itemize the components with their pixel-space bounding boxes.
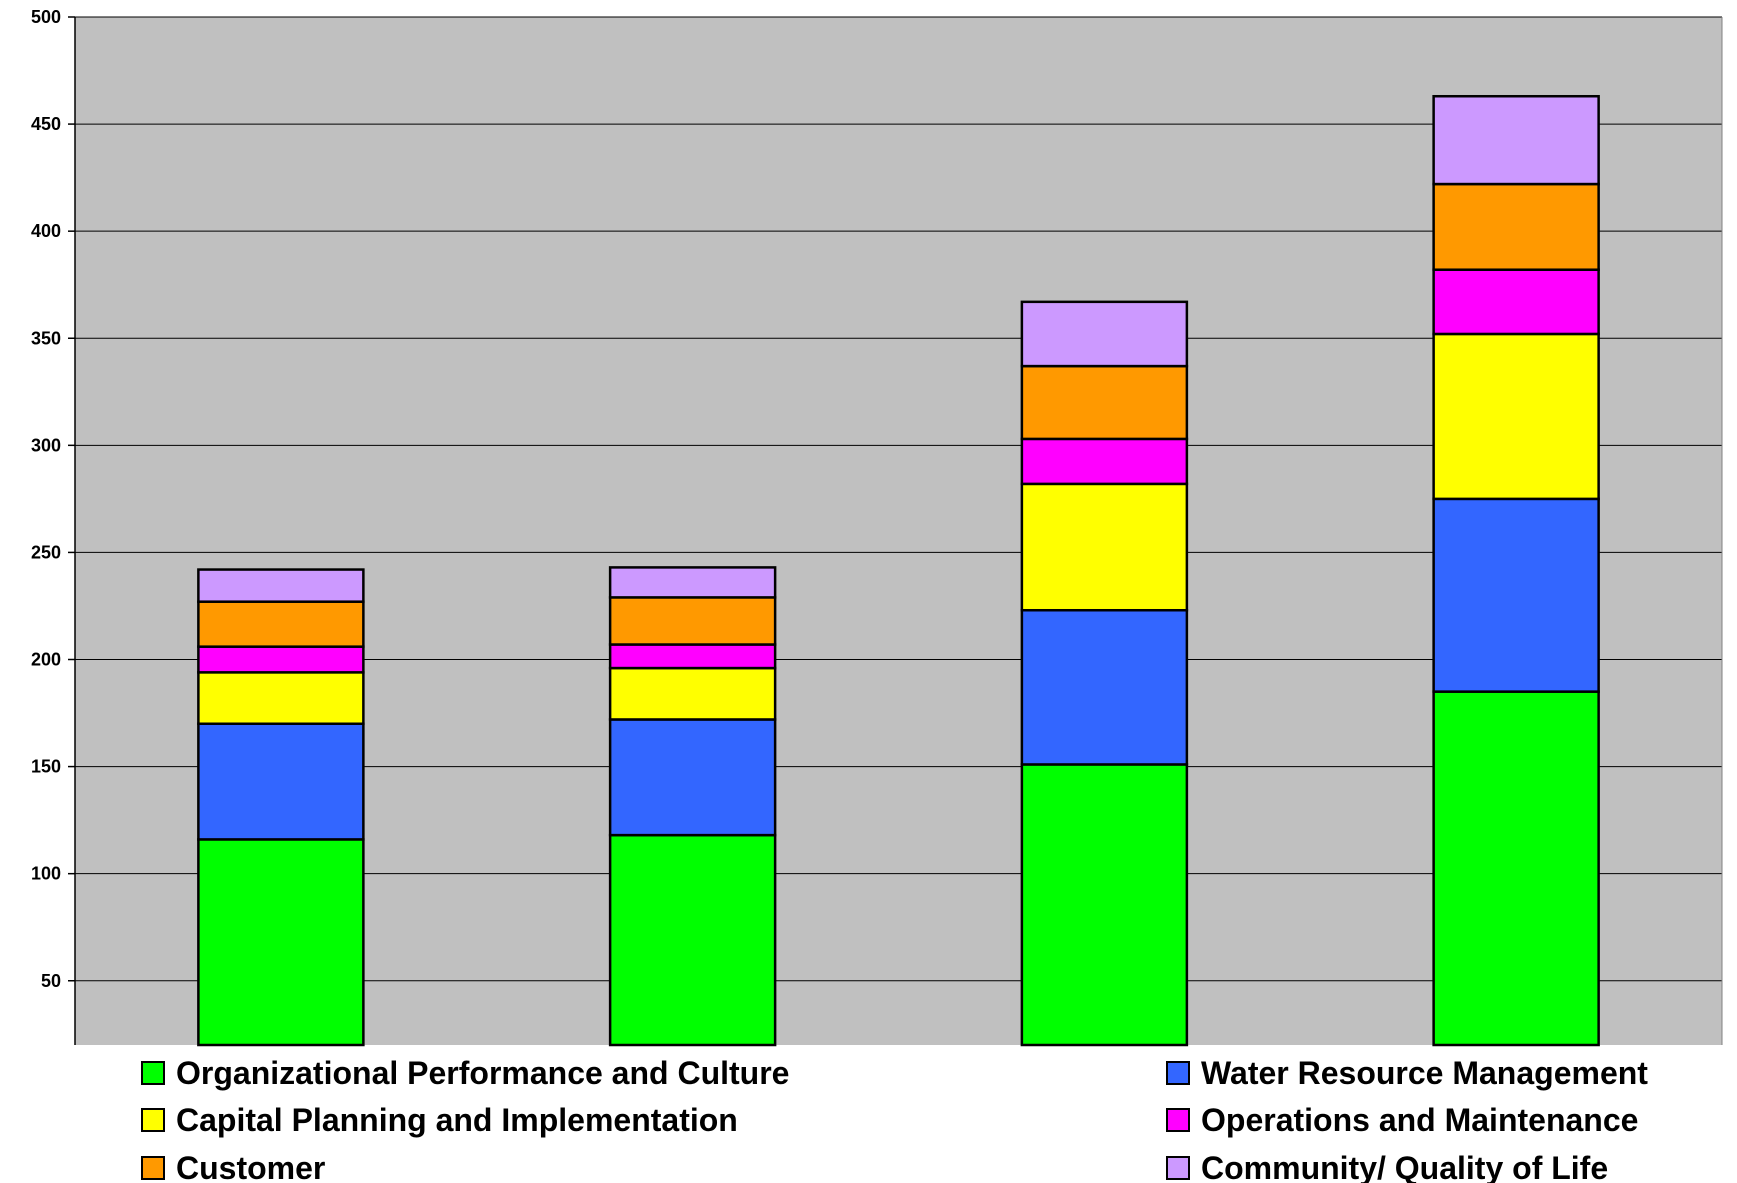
legend-label: Community/ Quality of Life (1201, 1150, 1608, 1183)
bar-segment-2-1 (608, 833, 777, 1047)
legend-label: Water Resource Management (1201, 1055, 1648, 1091)
bar-segment-3-6 (1020, 300, 1189, 368)
bar-segment-4-6 (1432, 94, 1600, 186)
y-tick-label: 300 (31, 435, 61, 455)
bar-segment-1-5 (197, 600, 365, 648)
legend-swatch (141, 1061, 165, 1085)
legend-label: Organizational Performance and Culture (176, 1055, 789, 1091)
legend-swatch (1166, 1108, 1190, 1132)
legend-swatch (141, 1156, 165, 1180)
bar-segment-2-2 (608, 718, 777, 837)
bar-segment-2-5 (608, 596, 777, 646)
y-tick-label: 50 (41, 971, 61, 991)
bar-segment-1-3 (197, 671, 365, 725)
legend-label: Customer (176, 1150, 325, 1183)
bar-segment-1-4 (197, 645, 365, 674)
bar-segment-3-1 (1020, 763, 1189, 1047)
y-tick-label: 350 (31, 328, 61, 348)
y-tick-label: 150 (31, 757, 61, 777)
bar-segment-2-6 (608, 566, 777, 599)
legend-swatch (1166, 1156, 1190, 1180)
bar-segment-4-3 (1432, 332, 1600, 501)
bar-segment-3-5 (1020, 364, 1189, 441)
bar-segment-1-6 (197, 568, 365, 603)
bar-segment-4-2 (1432, 497, 1600, 693)
bar-segment-4-5 (1432, 182, 1600, 271)
legend-label: Operations and Maintenance (1201, 1102, 1638, 1138)
y-tick-label: 100 (31, 864, 61, 884)
legend-swatch (1166, 1061, 1190, 1085)
legend-label: Capital Planning and Implementation (176, 1102, 738, 1138)
y-tick-label: 450 (31, 114, 61, 134)
bar-segment-4-1 (1432, 690, 1600, 1047)
bar-segment-4-4 (1432, 268, 1600, 336)
legend-swatch (141, 1108, 165, 1132)
bars (197, 94, 1600, 1047)
y-tick-label: 250 (31, 542, 61, 562)
bar-segment-3-4 (1020, 437, 1189, 486)
bar-segment-2-3 (608, 666, 777, 721)
y-tick-label: 500 (31, 7, 61, 27)
bar-segment-1-1 (197, 838, 365, 1047)
y-tick-label: 200 (31, 650, 61, 670)
bar-segment-1-2 (197, 722, 365, 841)
y-tick-label: 400 (31, 221, 61, 241)
bar-segment-3-3 (1020, 482, 1189, 612)
bar-segment-2-4 (608, 643, 777, 670)
legend: Organizational Performance and Culture Wa… (141, 1055, 1648, 1183)
y-axis: 50 100 150 200 250 300 350 400 450 500 (31, 7, 1723, 1045)
bar-segment-3-2 (1020, 608, 1189, 766)
